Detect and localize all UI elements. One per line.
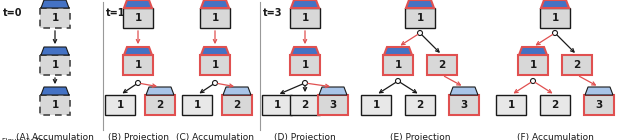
Text: (D) Projection: (D) Projection bbox=[274, 133, 336, 140]
Circle shape bbox=[212, 80, 218, 86]
Text: 1: 1 bbox=[508, 100, 515, 110]
Polygon shape bbox=[450, 87, 478, 95]
FancyBboxPatch shape bbox=[427, 55, 457, 75]
FancyBboxPatch shape bbox=[123, 55, 153, 75]
FancyBboxPatch shape bbox=[262, 95, 292, 115]
FancyBboxPatch shape bbox=[222, 95, 252, 115]
FancyBboxPatch shape bbox=[123, 8, 153, 28]
Text: t=1: t=1 bbox=[106, 8, 125, 18]
Polygon shape bbox=[124, 0, 152, 8]
FancyBboxPatch shape bbox=[496, 95, 526, 115]
FancyBboxPatch shape bbox=[449, 95, 479, 115]
Text: t=0: t=0 bbox=[3, 8, 22, 18]
Text: 3: 3 bbox=[595, 100, 603, 110]
FancyBboxPatch shape bbox=[562, 55, 592, 75]
Text: 2: 2 bbox=[573, 60, 580, 70]
Circle shape bbox=[417, 31, 422, 36]
Text: (F) Accumulation: (F) Accumulation bbox=[516, 133, 593, 140]
FancyBboxPatch shape bbox=[290, 8, 320, 28]
Text: 2: 2 bbox=[438, 60, 445, 70]
FancyBboxPatch shape bbox=[290, 55, 320, 75]
Text: (A) Accumulation: (A) Accumulation bbox=[16, 133, 94, 140]
FancyBboxPatch shape bbox=[405, 8, 435, 28]
Text: (B) Projection: (B) Projection bbox=[108, 133, 168, 140]
Text: 1: 1 bbox=[417, 13, 424, 23]
Polygon shape bbox=[146, 87, 174, 95]
FancyBboxPatch shape bbox=[40, 8, 70, 28]
Circle shape bbox=[531, 79, 536, 83]
Text: 2: 2 bbox=[301, 100, 308, 110]
Polygon shape bbox=[291, 47, 319, 55]
Polygon shape bbox=[41, 47, 69, 55]
FancyBboxPatch shape bbox=[200, 55, 230, 75]
FancyBboxPatch shape bbox=[540, 95, 570, 115]
FancyBboxPatch shape bbox=[405, 95, 435, 115]
Text: 1: 1 bbox=[51, 60, 59, 70]
FancyBboxPatch shape bbox=[145, 95, 175, 115]
Text: 1: 1 bbox=[51, 100, 59, 110]
Text: 1: 1 bbox=[51, 13, 59, 23]
Text: 1: 1 bbox=[116, 100, 124, 110]
Text: 1: 1 bbox=[552, 13, 559, 23]
Polygon shape bbox=[41, 87, 69, 95]
Text: 2: 2 bbox=[156, 100, 164, 110]
Polygon shape bbox=[406, 0, 434, 8]
Polygon shape bbox=[291, 0, 319, 8]
Text: 1: 1 bbox=[211, 60, 219, 70]
FancyBboxPatch shape bbox=[40, 55, 70, 75]
Polygon shape bbox=[124, 47, 152, 55]
FancyBboxPatch shape bbox=[540, 8, 570, 28]
Circle shape bbox=[136, 80, 141, 86]
Polygon shape bbox=[201, 47, 229, 55]
FancyBboxPatch shape bbox=[290, 95, 320, 115]
Polygon shape bbox=[223, 87, 251, 95]
FancyBboxPatch shape bbox=[40, 95, 70, 115]
Text: 3: 3 bbox=[330, 100, 337, 110]
Text: 1: 1 bbox=[529, 60, 536, 70]
Text: (C) Accumulation: (C) Accumulation bbox=[176, 133, 254, 140]
FancyBboxPatch shape bbox=[105, 95, 135, 115]
Text: 1: 1 bbox=[134, 60, 141, 70]
Polygon shape bbox=[384, 47, 412, 55]
Circle shape bbox=[396, 79, 401, 83]
Text: 1: 1 bbox=[193, 100, 200, 110]
Text: 1: 1 bbox=[372, 100, 380, 110]
Polygon shape bbox=[585, 87, 613, 95]
Polygon shape bbox=[519, 47, 547, 55]
Text: 2: 2 bbox=[417, 100, 424, 110]
Text: 1: 1 bbox=[394, 60, 402, 70]
Text: 1: 1 bbox=[134, 13, 141, 23]
Polygon shape bbox=[41, 0, 69, 8]
Text: Figure 3: The ...: Figure 3: The ... bbox=[2, 138, 57, 140]
FancyBboxPatch shape bbox=[584, 95, 614, 115]
FancyBboxPatch shape bbox=[361, 95, 391, 115]
Text: 3: 3 bbox=[460, 100, 468, 110]
FancyBboxPatch shape bbox=[518, 55, 548, 75]
FancyBboxPatch shape bbox=[383, 55, 413, 75]
Text: (E) Projection: (E) Projection bbox=[390, 133, 451, 140]
FancyBboxPatch shape bbox=[182, 95, 212, 115]
Text: 1: 1 bbox=[301, 60, 308, 70]
Circle shape bbox=[303, 80, 307, 86]
Text: 1: 1 bbox=[211, 13, 219, 23]
FancyBboxPatch shape bbox=[200, 8, 230, 28]
FancyBboxPatch shape bbox=[318, 95, 348, 115]
Text: t=3: t=3 bbox=[263, 8, 282, 18]
Polygon shape bbox=[541, 0, 569, 8]
Text: 1: 1 bbox=[273, 100, 280, 110]
Text: 1: 1 bbox=[301, 13, 308, 23]
Polygon shape bbox=[319, 87, 347, 95]
Polygon shape bbox=[201, 0, 229, 8]
Circle shape bbox=[552, 31, 557, 36]
Text: 2: 2 bbox=[234, 100, 241, 110]
Text: 2: 2 bbox=[552, 100, 559, 110]
